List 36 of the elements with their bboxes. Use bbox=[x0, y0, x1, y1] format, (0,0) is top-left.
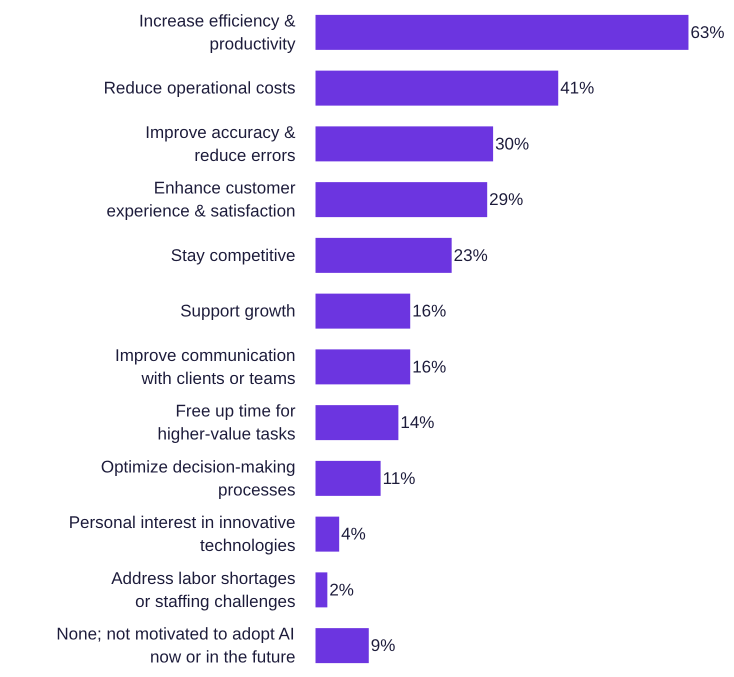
bar bbox=[316, 460, 381, 496]
bar bbox=[316, 405, 398, 440]
y-tick-label: Free up time for higher-value tasks bbox=[158, 402, 296, 444]
y-tick-label: Improve accuracy & reduce errors bbox=[145, 122, 296, 165]
y-tick-label: Address labor shortages or staffing challenges bbox=[111, 568, 296, 611]
data-label: 63% bbox=[690, 22, 725, 42]
y-tick-label: Optimize decision-making processes bbox=[100, 457, 296, 500]
bar bbox=[316, 628, 369, 664]
bar bbox=[316, 182, 488, 218]
data-label: 23% bbox=[454, 246, 488, 265]
y-tick-label: Increase efficiency & productivity bbox=[138, 11, 296, 54]
bar bbox=[316, 294, 410, 329]
y-tick-label: Reduce operational costs bbox=[104, 78, 296, 98]
y-tick-label: None; not motivated to adopt AI now or in the future bbox=[56, 624, 296, 667]
y-tick-label: Support growth bbox=[180, 302, 296, 321]
data-label: 41% bbox=[560, 78, 594, 98]
bar bbox=[316, 516, 340, 552]
data-label: 29% bbox=[489, 190, 524, 210]
bar bbox=[316, 126, 494, 162]
y-tick-label: Improve communication with clients or teams bbox=[115, 346, 296, 388]
y-tick-label: Personal interest in innovative technologies bbox=[68, 513, 296, 556]
bar bbox=[316, 572, 328, 608]
y-tick-label: Enhance customer experience & satisfaction bbox=[106, 178, 296, 221]
data-label: 16% bbox=[412, 357, 446, 376]
bar bbox=[316, 70, 558, 106]
bar bbox=[316, 349, 410, 384]
data-label: 9% bbox=[370, 636, 396, 656]
data-label: 2% bbox=[329, 580, 354, 600]
data-label: 16% bbox=[412, 302, 446, 321]
data-label: 14% bbox=[400, 413, 434, 432]
data-label: 30% bbox=[495, 134, 530, 154]
bar bbox=[316, 238, 452, 273]
data-label: 4% bbox=[341, 524, 366, 544]
data-label: 11% bbox=[382, 468, 416, 488]
y-tick-label: Stay competitive bbox=[170, 246, 296, 265]
bar bbox=[316, 14, 688, 50]
